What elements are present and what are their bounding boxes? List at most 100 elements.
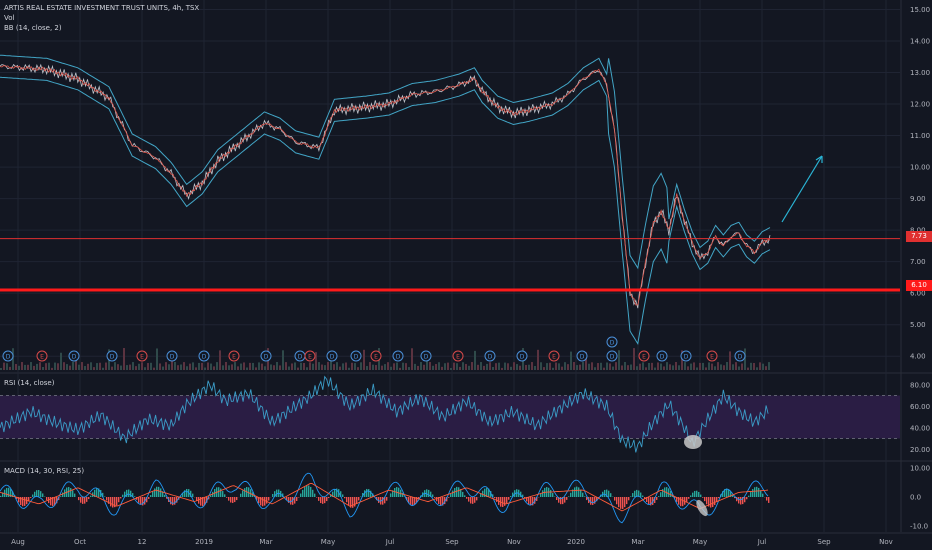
macd-histogram-bar [444,497,446,505]
macd-histogram-bar [576,486,578,497]
macd-histogram-bar [70,488,72,497]
macd-histogram-bar [116,497,118,506]
volume-bar [708,362,710,370]
macd-histogram-bar [454,488,456,497]
macd-histogram-bar [410,497,412,506]
volume-bar [702,362,704,370]
volume-label[interactable]: Vol [4,14,15,22]
x-tick-label: May [693,538,707,546]
macd-histogram-bar [434,497,436,498]
volume-bar [363,349,365,370]
volume-bar [357,367,359,370]
macd-histogram-bar [580,489,582,497]
volume-bar [21,362,23,370]
volume-bar [42,366,44,370]
volume-bar [255,367,257,370]
macd-histogram-bar [760,490,762,497]
macd-histogram-bar [318,497,320,501]
macd-histogram-bar [312,489,314,497]
volume-bar [126,365,128,370]
macd-label[interactable]: MACD (14, 30, RSI, 25) [4,467,85,475]
macd-histogram-bar [542,490,544,497]
volume-bar [585,352,587,370]
macd-histogram-bar [162,491,164,497]
macd-histogram-bar [608,490,610,497]
macd-histogram-bar [742,497,744,505]
rsi-label[interactable]: RSI (14, close) [4,379,55,387]
macd-histogram-bar [536,497,538,501]
macd-histogram-bar [714,497,716,506]
y-tick-label: 4.00 [910,353,926,361]
macd-histogram-bar [394,488,396,497]
macd-histogram-bar [414,497,416,505]
macd-histogram-bar [234,497,236,503]
event-badge-letter: D [580,354,585,361]
macd-histogram-bar [452,490,454,497]
macd-histogram-bar [458,487,460,497]
volume-bar [273,365,275,370]
symbol-title[interactable]: ARTIS REAL ESTATE INVESTMENT TRUST UNITS… [4,4,200,12]
macd-histogram-bar [362,492,364,497]
volume-bar [342,363,344,370]
volume-bar [303,362,305,370]
macd-histogram-bar [726,488,728,497]
volume-bar [642,362,644,370]
macd-histogram-bar [476,497,478,501]
macd-histogram-bar [654,497,656,504]
macd-histogram-bar [590,497,592,505]
volume-bar [348,367,350,370]
macd-histogram-bar [74,493,76,497]
volume-bar [492,366,494,370]
volume-bar [723,365,725,370]
macd-histogram-bar [156,486,158,497]
volume-bar [489,362,491,370]
macd-pane[interactable] [0,472,770,524]
macd-histogram-bar [556,497,558,501]
macd-histogram-bar [274,491,276,497]
dividend-icon [198,350,210,362]
volume-bar [129,364,131,370]
event-badge-letter: E [456,354,460,361]
volume-bar [480,362,482,370]
volume-bar [453,362,455,370]
volume-bar [384,364,386,370]
volume-bar [669,364,671,370]
rsi-pane[interactable] [0,375,900,453]
macd-histogram-bar [150,495,152,497]
volume-bar [681,350,683,370]
volume-bar [372,364,374,370]
macd-histogram-bar [54,497,56,506]
macd-y-tick-label: 0.0 [910,494,921,502]
macd-histogram-bar [182,492,184,497]
macd-histogram-bar [650,497,652,506]
macd-histogram-bar [322,497,324,504]
macd-histogram-bar [614,497,616,501]
dividend-icon [420,350,432,362]
price-pane[interactable]: D E D D E D D E D D E D D E D D E D D E D D E D D E DD [0,54,900,370]
volume-bar [579,364,581,370]
volume-bar [711,363,713,370]
macd-histogram-bar [568,496,570,497]
macd-y-tick-label: -10.0 [910,523,928,531]
macd-histogram-bar [636,489,638,497]
macd-histogram-bar [200,497,202,506]
volume-bar [147,363,149,370]
bollinger-label[interactable]: BB (14, close, 2) [4,24,62,32]
rsi-y-tick-label: 40.00 [910,424,930,432]
earnings-icon [370,350,382,362]
volume-bar [279,365,281,370]
volume-bar [705,367,707,370]
volume-bar [765,366,767,370]
rsi-y-tick-label: 80.00 [910,381,930,389]
volume-bar [621,365,623,370]
macd-histogram-bar [108,497,110,504]
volume-bar [225,362,227,370]
volume-bar [447,362,449,370]
dividend-icon [2,350,14,362]
macd-histogram-bar [166,497,168,499]
y-tick-label: 10.00 [910,164,930,172]
macd-histogram-bar [128,489,130,497]
macd-histogram-bar [494,497,496,499]
macd-histogram-bar [474,497,476,503]
